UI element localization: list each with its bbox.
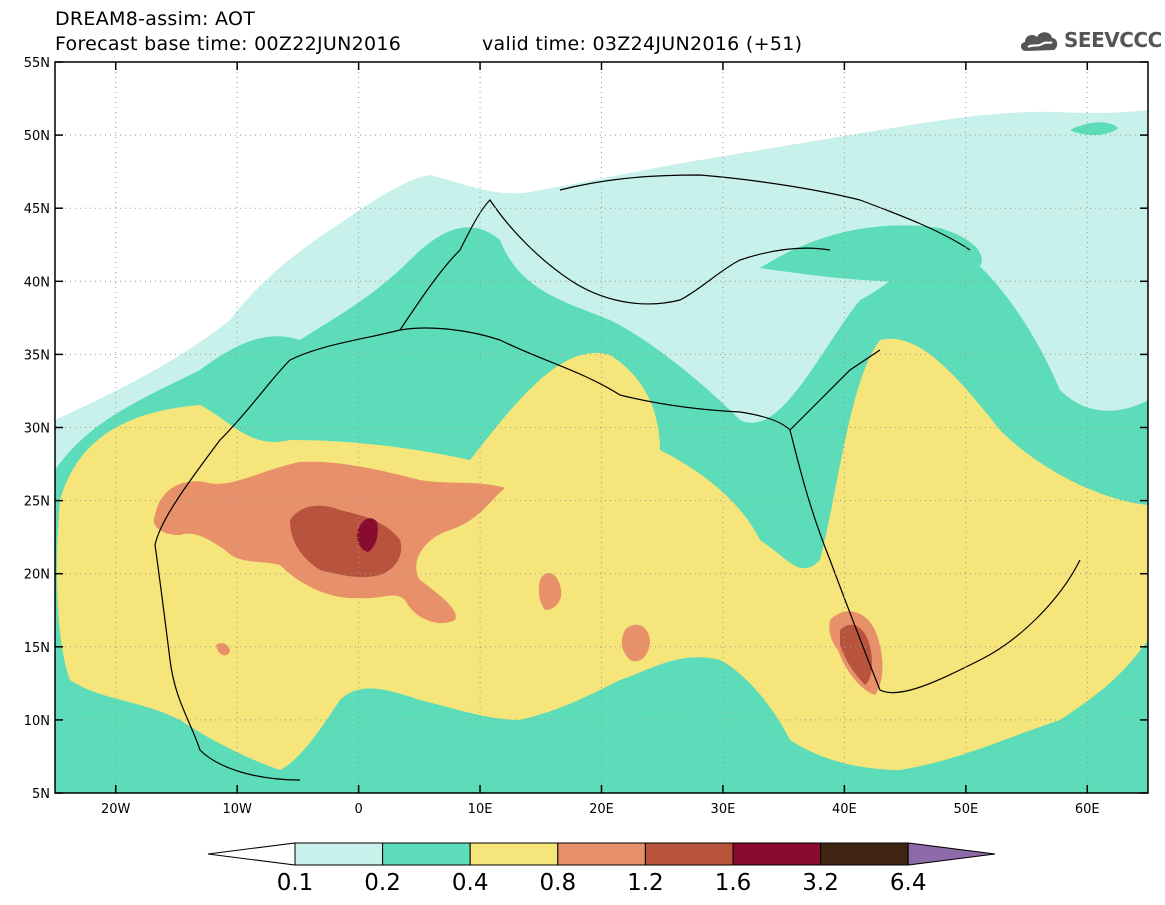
lat-label: 15N (24, 641, 50, 656)
lat-label: 55N (24, 56, 50, 71)
colorbar-label: 0.1 (276, 870, 314, 896)
lon-label: 60E (1075, 802, 1100, 817)
colorbar-segment (382, 842, 471, 866)
lat-label: 30N (24, 422, 50, 437)
lat-label: 40N (24, 275, 50, 290)
lon-label: 10E (468, 802, 493, 817)
lat-label: 35N (24, 348, 50, 363)
seevccc-logo: SEEVCCC (1064, 28, 1162, 52)
colorbar-above-arrow (907, 842, 996, 866)
lat-label: 45N (24, 202, 50, 217)
map-title: DREAM8-assim: AOT (55, 8, 256, 30)
colorbar-segment (469, 842, 559, 866)
lat-label: 10N (24, 714, 50, 729)
colorbar-label: 1.6 (714, 870, 752, 896)
gridlines (55, 62, 1148, 793)
colorbar-segment (557, 842, 646, 866)
lat-label: 5N (32, 787, 50, 802)
coastlines (154, 174, 1081, 781)
colorbar-segment (644, 842, 734, 866)
axis-ticks: 55N 50N 45N 40N 35N 30N 25N 20N 15N 10N 5N 20W 10W 0 1… (24, 56, 1148, 817)
lat-label: 25N (24, 495, 50, 510)
lon-label: 40E (832, 802, 857, 817)
lat-label: 50N (24, 129, 50, 144)
valid-time: valid time: 03Z24JUN2016 (+51) (482, 33, 803, 55)
lon-label: 10W (222, 802, 252, 817)
colorbar-segment (294, 842, 384, 866)
lon-label: 30E (711, 802, 736, 817)
lon-label: 20E (589, 802, 614, 817)
colorbar-label: 0.2 (364, 870, 401, 896)
colorbar-label: 3.2 (802, 870, 839, 896)
colorbar-label: 0.8 (539, 870, 577, 896)
colorbar-label: 1.2 (627, 870, 664, 896)
colorbar-below-arrow (207, 842, 296, 866)
lon-label: 50E (953, 802, 978, 817)
cloud-icon (1020, 32, 1058, 51)
lon-label: 20W (101, 802, 131, 817)
lon-label: 0 (354, 802, 362, 817)
colorbar (207, 842, 996, 866)
forecast-base-time: Forecast base time: 00Z22JUN2016 (55, 33, 402, 55)
colorbar-segment (820, 842, 909, 866)
lat-label: 20N (24, 568, 50, 583)
colorbar-label: 6.4 (889, 870, 927, 896)
colorbar-label: 0.4 (451, 870, 489, 896)
colorbar-segment (732, 842, 822, 866)
